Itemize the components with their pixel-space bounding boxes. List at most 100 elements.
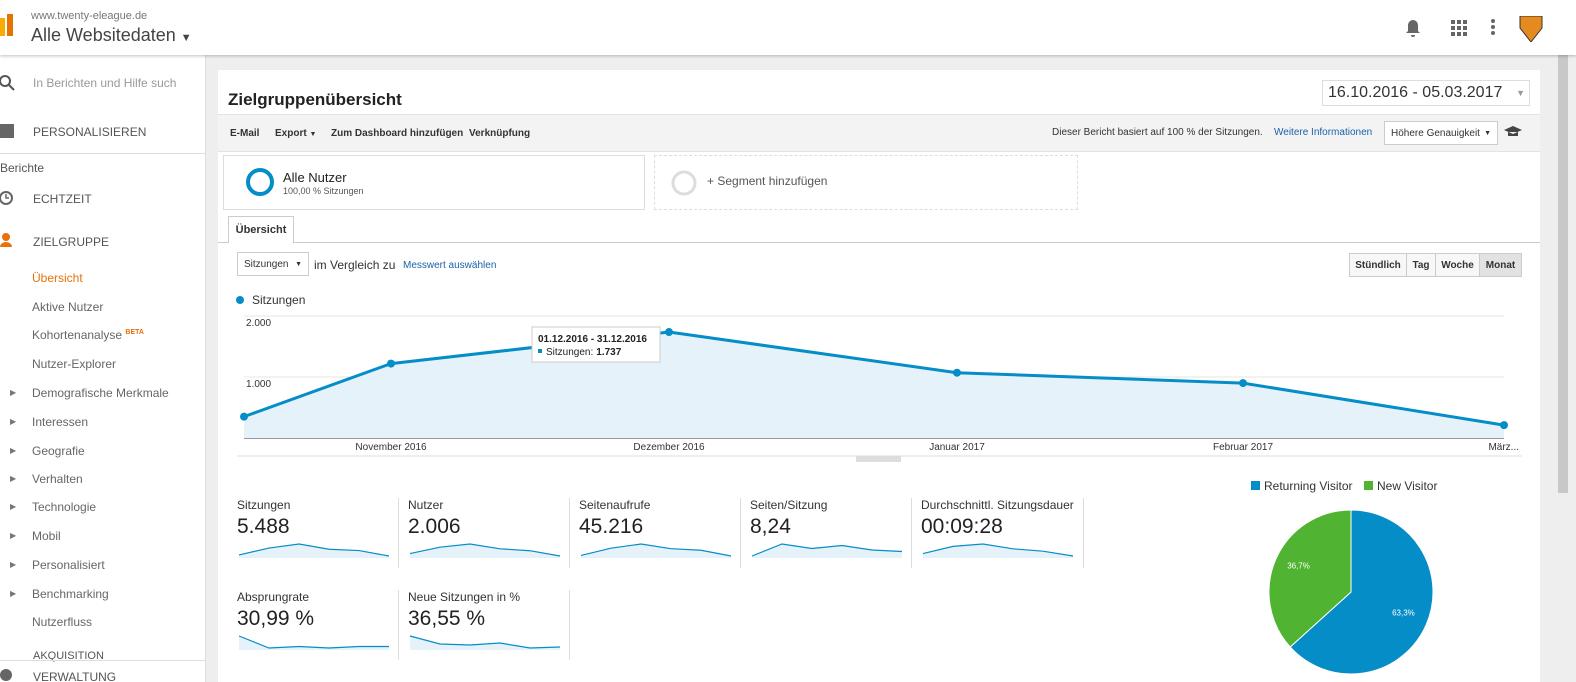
beta-badge: BETA bbox=[125, 329, 144, 336]
property-name: Alle Websitedaten bbox=[31, 25, 176, 45]
nav-item[interactable]: Technologie bbox=[32, 500, 97, 514]
tooltip-label: Sitzungen: bbox=[546, 347, 593, 358]
site-url: www.twenty-eleague.de bbox=[31, 10, 148, 22]
chart-resize-handle bbox=[856, 456, 901, 462]
divider bbox=[569, 590, 570, 660]
nav-realtime[interactable]: ECHTZEIT bbox=[33, 192, 92, 206]
nav-item[interactable]: Verhalten bbox=[32, 472, 83, 486]
data-point bbox=[953, 368, 961, 377]
toolbar-button[interactable]: Export ▼ bbox=[275, 128, 317, 139]
nav-acquisition[interactable]: AKQUISITION bbox=[33, 650, 104, 662]
pie-label: 63,3% bbox=[1392, 608, 1415, 617]
scrollbar[interactable] bbox=[1558, 55, 1568, 493]
top-bar: www.twenty-eleague.de Alle Websitedaten … bbox=[0, 0, 1576, 55]
expand-arrow: ▶ bbox=[10, 417, 17, 426]
line bbox=[243, 330, 1505, 427]
separator bbox=[0, 660, 205, 661]
segment-name: Alle Nutzer bbox=[283, 170, 347, 185]
data-point bbox=[240, 412, 248, 421]
nav-item[interactable]: Aktive Nutzer bbox=[32, 300, 104, 314]
legend-swatch bbox=[1364, 481, 1373, 490]
logo bbox=[7, 14, 13, 36]
sparkline bbox=[409, 543, 561, 557]
report-title: Zielgruppenübersicht bbox=[228, 90, 402, 109]
tooltip bbox=[531, 326, 661, 363]
segment-share: 100,00 % Sitzungen bbox=[283, 186, 364, 196]
metric-name: Seitenaufrufe bbox=[579, 498, 651, 512]
section-label: Berichte bbox=[0, 161, 45, 175]
metric-value: 8,24 bbox=[750, 515, 791, 538]
toolbar-button[interactable]: Verknüpfung bbox=[469, 128, 531, 139]
nav-item[interactable]: Interessen bbox=[32, 415, 89, 429]
add-segment-label: + Segment hinzufügen bbox=[707, 174, 828, 188]
toolbar bbox=[218, 114, 1540, 152]
sparkline-area bbox=[239, 636, 389, 650]
precision-label: Höhere Genauigkeit bbox=[1391, 128, 1480, 139]
legend-swatch bbox=[1251, 481, 1260, 490]
tooltip-text: Sitzungen: 1.737 bbox=[546, 347, 622, 358]
metric-name: Durchschnittl. Sitzungsdauer bbox=[921, 498, 1074, 512]
sidebar: In Berichten und Hilfe such PERSONALISIE… bbox=[0, 55, 206, 682]
nav-item[interactable]: Benchmarking bbox=[32, 587, 109, 601]
toolbar-label: Export bbox=[275, 128, 307, 139]
nav-item[interactable]: Demografische Merkmale bbox=[32, 386, 169, 400]
y-tick-label: 1.000 bbox=[246, 379, 271, 390]
nav-item[interactable]: Geografie bbox=[32, 444, 85, 458]
legend-label: New Visitor bbox=[1377, 479, 1437, 493]
clock-icon bbox=[0, 191, 13, 205]
nav-item[interactable]: Nutzerfluss bbox=[32, 615, 93, 629]
metric-value: 36,55 % bbox=[408, 607, 486, 630]
y-tick-label: 2.000 bbox=[246, 318, 271, 329]
toolbar-button[interactable]: Zum Dashboard hinzufügen bbox=[331, 128, 464, 139]
admin-bar bbox=[0, 667, 205, 682]
pie-label: 36,7% bbox=[1287, 562, 1310, 571]
expand-arrow: ▶ bbox=[10, 589, 17, 598]
sparkline bbox=[238, 543, 390, 557]
apps-icon[interactable] bbox=[1451, 20, 1467, 36]
add-segment[interactable] bbox=[654, 155, 1078, 210]
x-tick-label: Januar 2017 bbox=[929, 442, 985, 453]
precision-select[interactable]: Höhere Genauigkeit ▼ bbox=[1384, 121, 1498, 145]
tooltip-marker bbox=[538, 349, 542, 353]
data-point bbox=[1239, 379, 1247, 388]
divider bbox=[569, 498, 570, 568]
nav-admin[interactable]: VERWALTUNG bbox=[33, 670, 117, 682]
property-select[interactable]: Alle Websitedaten ▼ bbox=[31, 25, 192, 45]
x-tick-label: Dezember 2016 bbox=[633, 442, 705, 453]
search-box[interactable]: In Berichten und Hilfe such bbox=[33, 76, 177, 90]
sparkline bbox=[922, 543, 1074, 557]
metric-name: Seiten/Sitzung bbox=[750, 498, 828, 512]
personalize-icon bbox=[0, 124, 14, 138]
pie-slice bbox=[1268, 509, 1352, 648]
pie-slice bbox=[1289, 509, 1434, 675]
nav-item-active[interactable]: Übersicht bbox=[32, 271, 83, 285]
more-icon[interactable] bbox=[1491, 19, 1495, 35]
date-range: 16.10.2016 - 05.03.2017 bbox=[1328, 84, 1503, 101]
header-icons bbox=[1406, 16, 1543, 42]
nav-personalize[interactable]: PERSONALISIEREN bbox=[33, 125, 147, 139]
search-icon bbox=[0, 75, 15, 91]
metric-value: 5.488 bbox=[237, 515, 290, 538]
toolbar-button[interactable]: E-Mail bbox=[230, 128, 260, 139]
nav-item[interactable]: Kohortenanalyse BETA bbox=[32, 328, 144, 342]
date-range-picker[interactable]: 16.10.2016 - 05.03.2017 ▼ bbox=[1322, 80, 1530, 106]
granularity-button-active[interactable]: Monat bbox=[1479, 253, 1522, 277]
sparkline bbox=[751, 543, 903, 557]
account-avatar[interactable] bbox=[1519, 16, 1543, 42]
legend-label: Sitzungen bbox=[252, 293, 305, 307]
metric-select[interactable]: Sitzungen ▼ bbox=[237, 252, 309, 276]
nav-item[interactable]: Mobil bbox=[32, 529, 61, 543]
granularity-button[interactable]: Stündlich bbox=[1349, 253, 1407, 277]
select-metric-link[interactable]: Messwert auswählen bbox=[403, 260, 497, 271]
granularity-button[interactable]: Tag bbox=[1406, 253, 1436, 277]
nav-item[interactable]: Personalisiert bbox=[32, 558, 105, 572]
metric-name: Neue Sitzungen in % bbox=[408, 590, 521, 604]
nav-audience[interactable]: ZIELGRUPPE bbox=[33, 235, 110, 249]
segment-card[interactable] bbox=[223, 155, 645, 210]
notifications-icon[interactable] bbox=[1406, 20, 1420, 37]
nav-item[interactable]: Nutzer-Explorer bbox=[32, 357, 117, 371]
divider bbox=[911, 498, 912, 568]
more-info-link[interactable]: Weitere Informationen bbox=[1274, 127, 1373, 138]
tab-active[interactable]: Übersicht bbox=[228, 216, 294, 243]
